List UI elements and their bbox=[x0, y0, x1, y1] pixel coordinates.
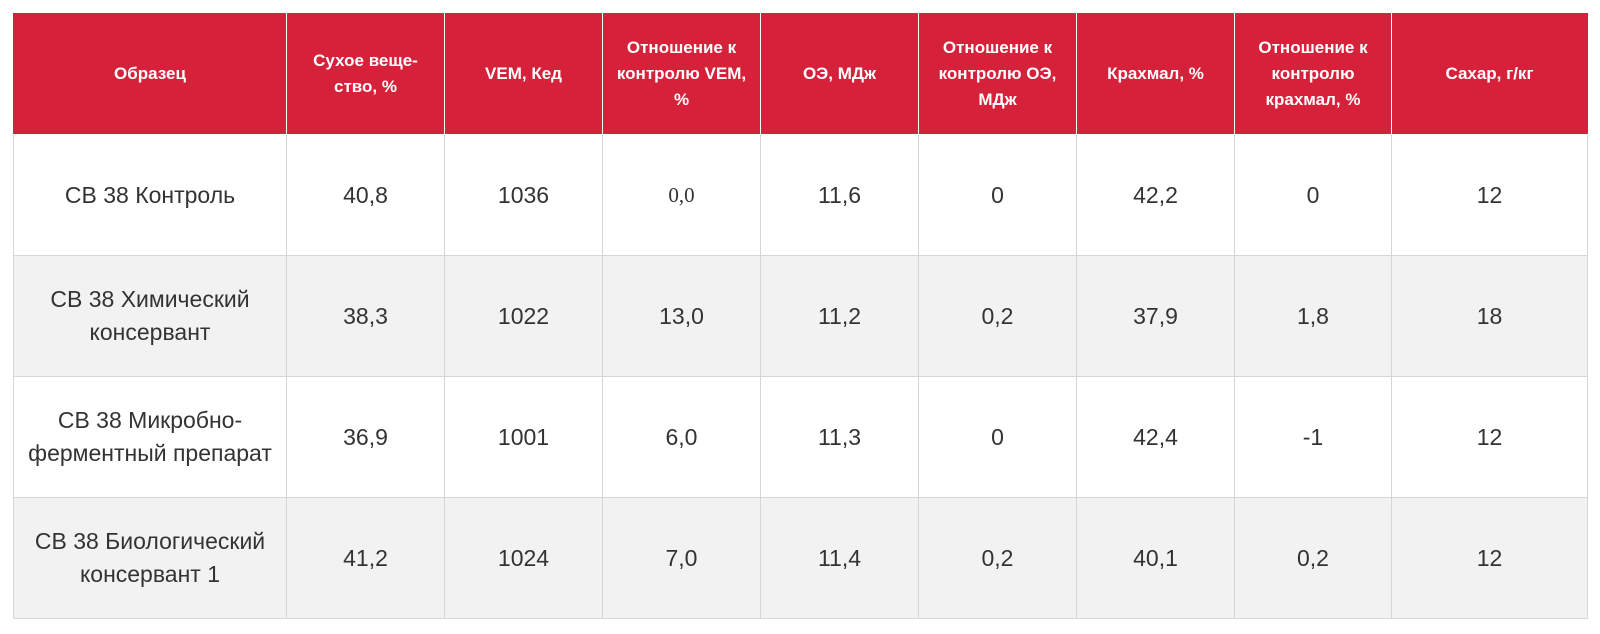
table-row: СВ 38 Контроль 40,8 1036 0,0 11,6 0 42,2… bbox=[13, 134, 1588, 256]
cell-me-ratio: 0 bbox=[918, 134, 1077, 256]
cell-sample: СВ 38 Микробно-ферментный препарат bbox=[13, 376, 287, 498]
header-row: Образец Сухое веще-ство, % VEM, Кед Отно… bbox=[13, 13, 1588, 135]
cell-vem: 1022 bbox=[444, 255, 603, 377]
cell-starch: 42,2 bbox=[1076, 134, 1235, 256]
cell-me: 11,6 bbox=[760, 134, 919, 256]
cell-vem-ratio: 13,0 bbox=[602, 255, 761, 377]
cell-vem-ratio: 7,0 bbox=[602, 497, 761, 619]
cell-me: 11,4 bbox=[760, 497, 919, 619]
column-header-dry-matter: Сухое веще-ство, % bbox=[286, 13, 445, 135]
cell-sample: СВ 38 Контроль bbox=[13, 134, 287, 256]
cell-starch: 40,1 bbox=[1076, 497, 1235, 619]
cell-starch-ratio: -1 bbox=[1234, 376, 1392, 498]
cell-me-ratio: 0,2 bbox=[918, 497, 1077, 619]
cell-me-ratio: 0,2 bbox=[918, 255, 1077, 377]
cell-sugar: 12 bbox=[1391, 376, 1588, 498]
cell-sugar: 12 bbox=[1391, 497, 1588, 619]
cell-vem: 1036 bbox=[444, 134, 603, 256]
cell-vem-ratio: 6,0 bbox=[602, 376, 761, 498]
cell-dry-matter: 38,3 bbox=[286, 255, 445, 377]
column-header-starch-ratio: Отношение к контролю крахмал, % bbox=[1234, 13, 1392, 135]
cell-starch-ratio: 0 bbox=[1234, 134, 1392, 256]
cell-me: 11,3 bbox=[760, 376, 919, 498]
column-header-vem: VEM, Кед bbox=[444, 13, 603, 135]
cell-sugar: 18 bbox=[1391, 255, 1588, 377]
table-row: СВ 38 Биологический консервант 1 41,2 10… bbox=[13, 497, 1588, 619]
cell-vem-ratio: 0,0 bbox=[602, 134, 761, 256]
column-header-me: ОЭ, МДж bbox=[760, 13, 919, 135]
cell-starch-ratio: 0,2 bbox=[1234, 497, 1392, 619]
cell-starch: 37,9 bbox=[1076, 255, 1235, 377]
cell-dry-matter: 40,8 bbox=[286, 134, 445, 256]
cell-me: 11,2 bbox=[760, 255, 919, 377]
column-header-starch: Крахмал, % bbox=[1076, 13, 1235, 135]
cell-starch-ratio: 1,8 bbox=[1234, 255, 1392, 377]
cell-sample: СВ 38 Химический консервант bbox=[13, 255, 287, 377]
column-header-sample: Образец bbox=[13, 13, 287, 135]
column-header-vem-ratio: Отношение к контролю VEM, % bbox=[602, 13, 761, 135]
table-body: СВ 38 Контроль 40,8 1036 0,0 11,6 0 42,2… bbox=[13, 134, 1588, 619]
cell-dry-matter: 41,2 bbox=[286, 497, 445, 619]
cell-vem: 1024 bbox=[444, 497, 603, 619]
cell-sugar: 12 bbox=[1391, 134, 1588, 256]
cell-vem: 1001 bbox=[444, 376, 603, 498]
cell-sample: СВ 38 Биологический консервант 1 bbox=[13, 497, 287, 619]
column-header-me-ratio: Отношение к контролю ОЭ, МДж bbox=[918, 13, 1077, 135]
table-header: Образец Сухое веще-ство, % VEM, Кед Отно… bbox=[13, 13, 1588, 135]
cell-me-ratio: 0 bbox=[918, 376, 1077, 498]
table-row: СВ 38 Микробно-ферментный препарат 36,9 … bbox=[13, 376, 1588, 498]
cell-dry-matter: 36,9 bbox=[286, 376, 445, 498]
table-row: СВ 38 Химический консервант 38,3 1022 13… bbox=[13, 255, 1588, 377]
cell-starch: 42,4 bbox=[1076, 376, 1235, 498]
column-header-sugar: Сахар, г/кг bbox=[1391, 13, 1588, 135]
data-table: Образец Сухое веще-ство, % VEM, Кед Отно… bbox=[13, 13, 1588, 619]
